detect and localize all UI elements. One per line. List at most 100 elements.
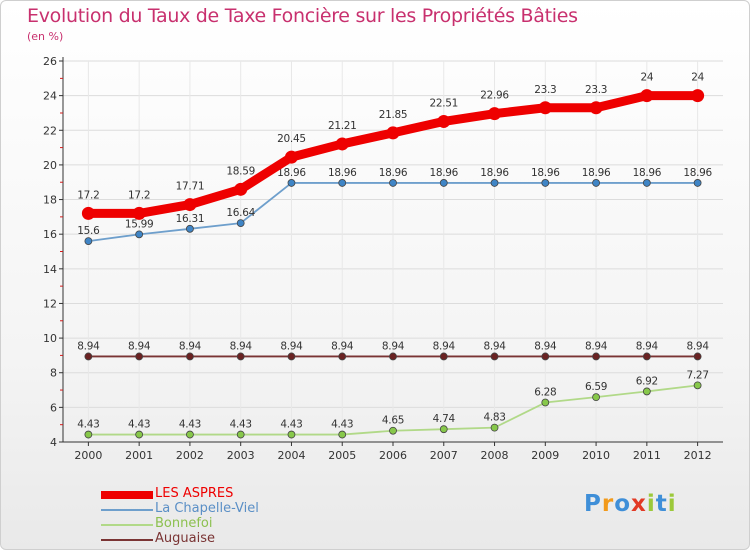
- data-label: 23.3: [585, 84, 607, 96]
- data-label: 16.64: [226, 207, 255, 219]
- data-label: 18.96: [379, 167, 408, 179]
- data-point: [84, 237, 93, 246]
- legend-swatch: [101, 539, 153, 541]
- data-label: 4.43: [77, 419, 99, 431]
- x-tick-label: 2006: [379, 449, 407, 462]
- data-label: 8.94: [331, 340, 354, 352]
- y-tick-label: 4: [50, 436, 57, 449]
- data-label: 8.94: [382, 340, 405, 352]
- y-tick-label: 16: [43, 228, 57, 241]
- legend: LES ASPRES La Chapelle-Viel Bonnefoi Aug…: [101, 486, 361, 547]
- legend-label: LES ASPRES: [155, 486, 234, 501]
- data-point: [439, 179, 448, 187]
- legend-item-les-aspres: LES ASPRES: [101, 486, 361, 502]
- brand-letter: x: [631, 491, 647, 517]
- legend-item-la-chapelle-viel: La Chapelle-Viel: [101, 501, 361, 517]
- data-point: [132, 206, 146, 220]
- y-tick-label: 14: [43, 263, 57, 276]
- data-label: 4.65: [382, 415, 404, 427]
- data-label: 4.74: [433, 413, 456, 425]
- data-label: 8.94: [280, 340, 303, 352]
- data-point: [642, 352, 651, 361]
- data-point: [338, 179, 347, 187]
- data-point: [490, 352, 499, 361]
- x-tick-label: 2001: [125, 449, 153, 462]
- data-point: [186, 352, 194, 361]
- proxiti-logo: Proxiti: [584, 491, 677, 517]
- data-point: [236, 219, 245, 227]
- data-label: 8.94: [230, 340, 253, 352]
- data-label: 6.59: [585, 381, 607, 393]
- data-label: 8.94: [585, 340, 608, 352]
- legend-swatch: [101, 509, 153, 511]
- data-label: 15.6: [77, 225, 100, 237]
- data-point: [589, 101, 603, 115]
- data-label: 8.94: [483, 340, 506, 352]
- unit-label: (en %): [27, 30, 64, 43]
- data-point: [693, 179, 702, 187]
- data-label: 18.59: [226, 165, 255, 177]
- x-tick-label: 2007: [430, 449, 458, 462]
- y-tick-label: 18: [43, 194, 57, 207]
- data-label: 20.45: [277, 133, 306, 145]
- data-point: [135, 430, 144, 439]
- data-label: 23.3: [534, 84, 556, 96]
- data-label: 8.94: [433, 340, 456, 352]
- brand-letter: t: [655, 491, 668, 517]
- data-label: 8.94: [534, 340, 557, 352]
- data-point: [386, 126, 400, 140]
- data-label: 22.96: [480, 90, 509, 102]
- y-tick-label: 6: [50, 401, 57, 414]
- data-label: 8.94: [636, 340, 659, 352]
- data-point: [592, 179, 600, 187]
- y-tick-label: 8: [50, 367, 57, 380]
- x-tick-label: 2009: [531, 449, 559, 462]
- line-chart: 4 6 8 10 12 14 16 18 20 22 24 26 2000 2001 2002 2003 200…: [43, 55, 723, 462]
- data-label: 18.96: [429, 167, 458, 179]
- data-point: [389, 352, 397, 361]
- data-point: [642, 179, 651, 187]
- data-point: [236, 352, 245, 361]
- data-point: [693, 381, 702, 390]
- data-label: 8.94: [128, 340, 151, 352]
- x-tick-label: 2000: [74, 449, 102, 462]
- brand-letter: i: [667, 491, 677, 517]
- data-point: [186, 224, 194, 233]
- y-tick-label: 22: [43, 124, 57, 137]
- data-label: 7.27: [687, 369, 709, 381]
- data-point: [642, 387, 651, 396]
- data-point: [284, 150, 298, 164]
- data-point: [287, 430, 296, 439]
- data-point: [488, 107, 502, 121]
- x-tick-label: 2005: [328, 449, 356, 462]
- data-label: 8.94: [687, 340, 710, 352]
- data-label: 18.96: [480, 167, 509, 179]
- data-label: 18.96: [531, 167, 560, 179]
- data-point: [640, 89, 654, 103]
- data-label: 4.43: [230, 419, 252, 431]
- data-label: 24: [640, 72, 653, 84]
- data-point: [490, 179, 499, 187]
- data-label: 18.96: [328, 167, 357, 179]
- data-label: 8.94: [77, 340, 100, 352]
- data-point: [287, 352, 296, 361]
- brand-letter: P: [584, 491, 602, 517]
- data-point: [541, 398, 550, 407]
- data-label: 21.85: [379, 109, 408, 121]
- y-tick-label: 26: [43, 55, 57, 68]
- data-label: 4.43: [179, 419, 201, 431]
- data-point: [541, 352, 550, 361]
- data-label: 18.96: [582, 167, 611, 179]
- y-tick-label: 24: [43, 90, 57, 103]
- data-point: [541, 179, 550, 187]
- data-point: [338, 352, 347, 361]
- legend-item-auguaise: Auguaise: [101, 531, 361, 547]
- x-tick-label: 2010: [582, 449, 610, 462]
- data-point: [691, 89, 705, 103]
- data-label: 21.21: [328, 120, 357, 132]
- data-label: 17.71: [176, 181, 205, 193]
- x-tick-label: 2002: [176, 449, 204, 462]
- data-point: [84, 352, 93, 361]
- legend-swatch: [101, 524, 153, 526]
- data-label: 8.94: [179, 340, 202, 352]
